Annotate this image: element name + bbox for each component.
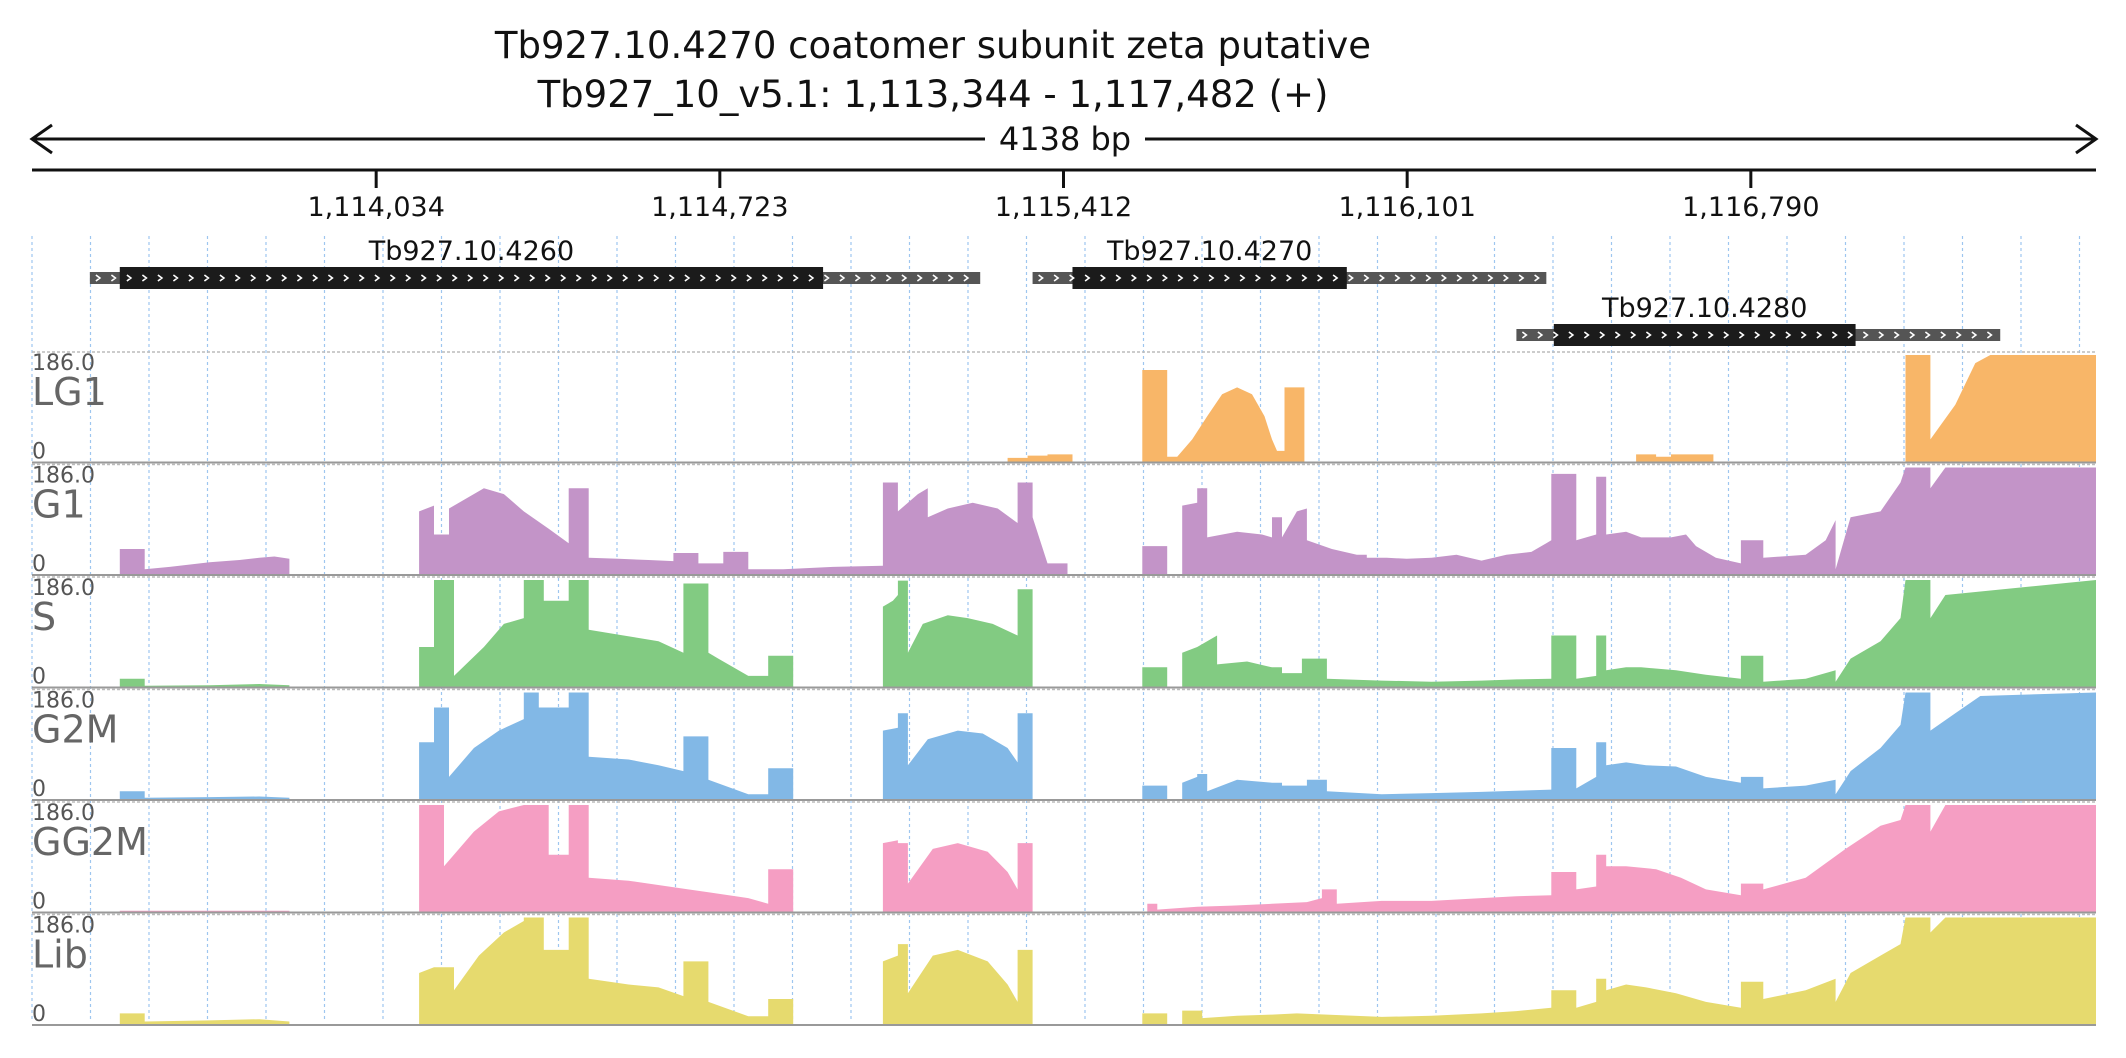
y-min-label: 0	[32, 552, 46, 577]
track-g1: 186.0G1 0	[32, 464, 2096, 577]
y-min-label: 0	[32, 1002, 46, 1027]
strand-chevron-icon	[1038, 274, 1540, 282]
y-min-label: 0	[32, 440, 46, 465]
track-name: S	[32, 595, 56, 639]
span-arrow-right-head-icon	[2075, 123, 2099, 155]
span-arrow: 4138 bp	[29, 120, 2099, 158]
span-length-label: 4138 bp	[999, 120, 1131, 158]
coordinate-ruler: 1,114,034 1,114,723 1,115,412 1,116,101 1,11…	[32, 168, 2096, 223]
gene-cds-bar	[1072, 267, 1347, 289]
gene-cds-bar	[1553, 324, 1856, 346]
y-max-label: 186.0	[32, 914, 95, 939]
y-max-label: 186.0	[32, 351, 95, 376]
span-arrow-left-head-icon	[29, 123, 53, 155]
gene-0[interactable]: Tb927.10.4260	[89, 236, 981, 289]
y-max-label: 186.0	[32, 576, 95, 601]
coverage-area	[119, 692, 2096, 800]
gene-1[interactable]: Tb927.10.4270	[1032, 236, 1547, 289]
gene-label: Tb927.10.4260	[368, 236, 574, 267]
track-name: GG2M	[32, 820, 148, 864]
y-min-label: 0	[32, 665, 46, 690]
y-max-label: 186.0	[32, 464, 95, 489]
track-name: Lib	[32, 933, 88, 977]
y-min-label: 0	[32, 777, 46, 802]
ruler-tick-label: 1,114,723	[651, 192, 788, 223]
ruler-tick-label: 1,114,034	[307, 192, 444, 223]
gene-label: Tb927.10.4280	[1601, 293, 1807, 324]
ruler-tick-label: 1,115,412	[995, 192, 1132, 223]
chart-title: Tb927.10.4270 coatomer subunit zeta puta…	[494, 24, 1371, 67]
gene-2[interactable]: Tb927.10.4280	[1516, 293, 2001, 346]
ruler-tick-label: 1,116,790	[1682, 192, 1819, 223]
coverage-area	[119, 467, 2096, 575]
coverage-area	[1007, 355, 2096, 463]
track-name: LG1	[32, 370, 107, 414]
track-s: 186.0S 0	[32, 576, 2096, 690]
coverage-area	[119, 580, 2096, 688]
coverage-tracks: 186.0LG10186.0G10186.0S0186.0G2M0186.0GG…	[32, 351, 2096, 1027]
y-max-label: 186.0	[32, 801, 95, 826]
coverage-area	[119, 917, 2096, 1025]
y-max-label: 186.0	[32, 689, 95, 714]
coverage-area	[119, 805, 2096, 913]
y-min-label: 0	[32, 890, 46, 915]
gene-track: Tb927.10.4260 Tb927.10.4270 Tb927.10.4280	[89, 236, 2001, 346]
gene-label: Tb927.10.4270	[1106, 236, 1312, 267]
strand-chevron-icon	[95, 274, 970, 282]
ruler-tick-label: 1,116,101	[1338, 192, 1475, 223]
strand-chevron-icon	[1521, 331, 1993, 339]
track-name: G2M	[32, 708, 118, 752]
locus-subtitle: Tb927_10_v5.1: 1,113,344 - 1,117,482 (+)	[537, 73, 1329, 116]
track-name: G1	[32, 483, 86, 527]
